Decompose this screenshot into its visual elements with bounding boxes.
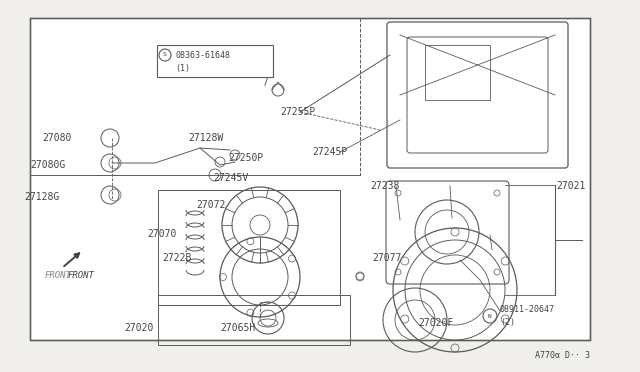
Text: 27255P: 27255P <box>280 107 316 117</box>
Bar <box>158 190 340 305</box>
Text: S: S <box>163 52 167 58</box>
Text: FRONT: FRONT <box>45 272 72 280</box>
Text: 27080: 27080 <box>43 133 72 143</box>
Text: N: N <box>488 314 492 318</box>
Text: 27077: 27077 <box>372 253 401 263</box>
Text: 27128G: 27128G <box>25 192 60 202</box>
Text: A770α D·· 3: A770α D·· 3 <box>535 352 590 360</box>
Bar <box>158 295 350 345</box>
Text: 27128W: 27128W <box>188 133 223 143</box>
Text: 27238: 27238 <box>370 181 399 191</box>
Text: 08911-20647: 08911-20647 <box>500 305 555 314</box>
Text: 08363-61648: 08363-61648 <box>175 51 230 61</box>
Text: 27020: 27020 <box>124 323 154 333</box>
Text: 27020F: 27020F <box>418 318 453 328</box>
Bar <box>425 45 490 100</box>
Text: 27080G: 27080G <box>31 160 66 170</box>
Text: 2722B: 2722B <box>162 253 191 263</box>
Text: 27065H: 27065H <box>220 323 255 333</box>
Text: 27070: 27070 <box>147 229 177 239</box>
Text: 27245V: 27245V <box>213 173 248 183</box>
Text: FRONT: FRONT <box>68 272 95 280</box>
Bar <box>30 18 590 340</box>
Text: 27021: 27021 <box>556 181 586 191</box>
Text: 27072: 27072 <box>196 200 225 210</box>
Bar <box>157 45 273 77</box>
Text: 27245P: 27245P <box>312 147 348 157</box>
Text: (2): (2) <box>500 318 515 327</box>
Text: (1): (1) <box>175 64 190 74</box>
Text: 27250P: 27250P <box>228 153 263 163</box>
